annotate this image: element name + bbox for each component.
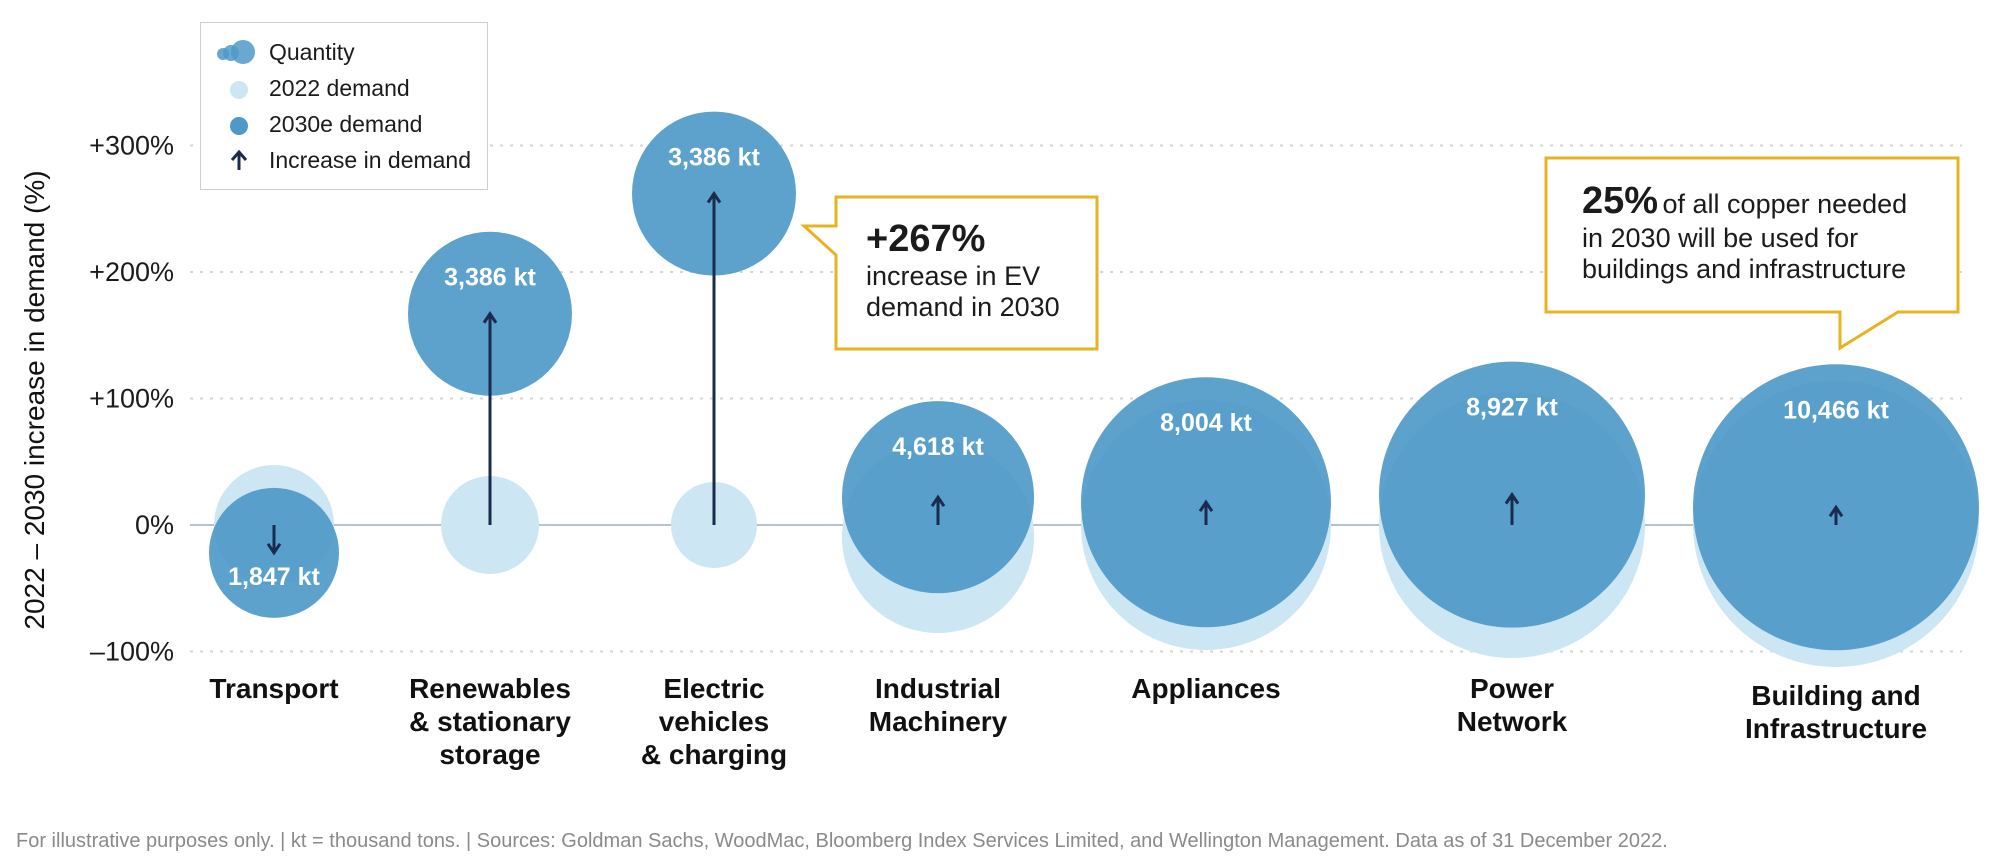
category-label: Electric	[663, 673, 764, 704]
y-tick-label: +200%	[89, 257, 174, 287]
bubble-value-label: 10,466 kt	[1783, 396, 1889, 424]
category-label: Appliances	[1131, 673, 1280, 704]
increase-arrow-head	[1828, 504, 1844, 518]
bubbles: 1,847 kt Transport 3,386 kt Renewables& sta…	[209, 111, 1979, 770]
ev-callout-value: +267%	[866, 218, 986, 260]
bubble-value-label: 3,386 kt	[444, 264, 536, 292]
buildings-callout-value: 25%	[1582, 180, 1659, 222]
y-tick-label: 0%	[135, 510, 174, 540]
callout-shapes	[800, 156, 1960, 351]
y-tick-label: +300%	[89, 131, 174, 161]
increase-arrow-head	[1198, 499, 1214, 513]
legend: Quantity 2022 demand 2030e demand Increa…	[200, 22, 488, 190]
category-label: storage	[439, 739, 540, 770]
increase-arrow-head	[1504, 491, 1520, 505]
category-label: Transport	[209, 673, 338, 704]
category-label: Infrastructure	[1745, 713, 1927, 744]
y-axis-label: 2022 – 2030 increase in demand (%)	[19, 170, 50, 629]
category-label: Network	[1457, 706, 1568, 737]
buildings-callout-line-3: buildings and infrastructure	[1582, 254, 1907, 284]
legend-symbols	[217, 40, 255, 170]
ev-callout: +267% increase in EV demand in 2030	[866, 218, 1060, 323]
quantity-icon-large	[231, 40, 255, 64]
category-label: Machinery	[869, 706, 1008, 737]
bubble-group-0: 1,847 kt Transport	[209, 465, 339, 704]
y-axis-ticks: +300% +200% +100% 0% –100%	[89, 131, 174, 667]
bubble-group-4: 8,004 kt Appliances	[1081, 377, 1331, 704]
bubble-value-label: 1,847 kt	[228, 563, 320, 591]
buildings-callout: 25% of all copper needed in 2030 will be…	[1582, 180, 1907, 285]
bubble-value-label: 4,618 kt	[892, 433, 984, 461]
footer-note: For illustrative purposes only. | kt = t…	[16, 830, 1668, 852]
light-dot-icon	[230, 81, 248, 99]
increase-arrow-head	[482, 311, 498, 324]
buildings-callout-line-1: of all copper needed	[1662, 189, 1908, 219]
bubble-value-label: 8,004 kt	[1160, 409, 1252, 437]
y-tick-label: +100%	[89, 384, 174, 414]
category-label: Industrial	[875, 673, 1001, 704]
category-label: Renewables	[409, 673, 571, 704]
bubble-value-label: 3,386 kt	[668, 144, 760, 172]
y-tick-label: –100%	[90, 637, 174, 667]
bubble-value-label: 8,927 kt	[1466, 394, 1558, 422]
legend-item-2022: 2022 demand	[269, 75, 410, 101]
category-label: vehicles	[659, 706, 770, 737]
category-label: & stationary	[409, 706, 571, 737]
legend-item-quantity: Quantity	[269, 39, 355, 65]
dark-dot-icon	[230, 117, 248, 135]
legend-item-2030e: 2030e demand	[269, 111, 423, 137]
increase-arrow-head	[266, 542, 282, 556]
ev-callout-line-2: demand in 2030	[866, 292, 1060, 322]
buildings-callout-line-2: in 2030 will be used for	[1582, 223, 1859, 253]
ev-callout-frame	[800, 195, 1099, 351]
increase-arrow-head	[930, 494, 946, 508]
category-label: Power	[1470, 673, 1554, 704]
buildings-callout-frame	[1544, 156, 1960, 351]
ev-callout-line-1: increase in EV	[866, 261, 1041, 291]
category-label: & charging	[641, 739, 787, 770]
increase-arrow-head	[706, 190, 722, 204]
legend-item-increase: Increase in demand	[269, 147, 472, 173]
category-label: Building and	[1751, 680, 1921, 711]
arrow-up-icon-head	[230, 149, 248, 161]
